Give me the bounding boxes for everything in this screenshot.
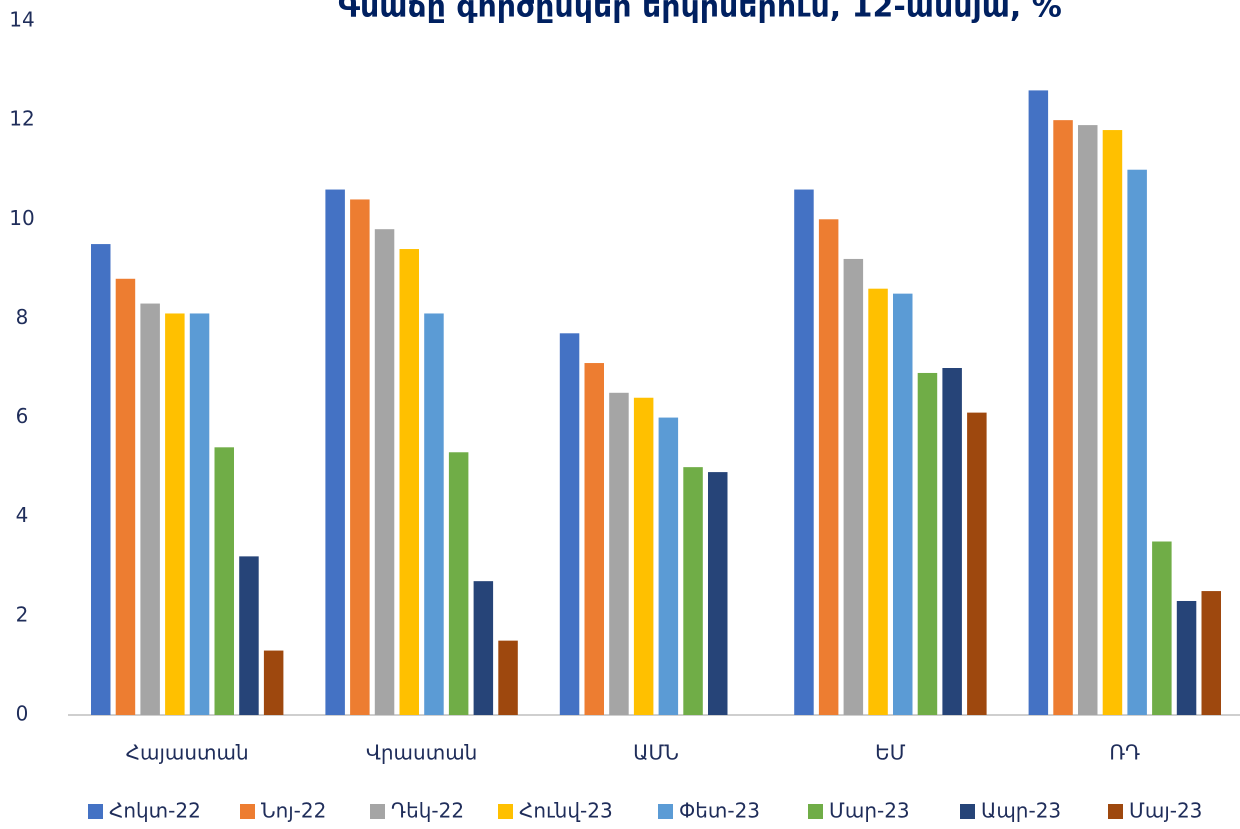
bar: [1201, 591, 1221, 715]
bar: [559, 333, 580, 715]
legend-swatch: [88, 804, 103, 819]
bar: [1152, 541, 1172, 715]
x-tick-label: ԵՄ: [875, 741, 906, 765]
legend-label: Հոկտ-22: [109, 799, 201, 823]
bar: [424, 313, 444, 715]
bar: [374, 229, 395, 715]
bar: [325, 189, 345, 716]
y-tick-label: 8: [16, 305, 29, 329]
bar: [399, 249, 419, 715]
y-tick-label: 12: [9, 107, 34, 131]
legend-swatch: [960, 804, 975, 819]
bar: [189, 313, 210, 715]
bar: [609, 392, 629, 715]
y-tick-label: 2: [16, 602, 29, 626]
x-tick-label: ԱՄՆ: [633, 741, 679, 765]
bar: [917, 372, 938, 715]
bar: [91, 244, 111, 716]
bar: [165, 313, 185, 715]
legend-swatch: [240, 804, 255, 819]
y-tick-label: 10: [9, 206, 34, 230]
bar: [263, 650, 284, 715]
legend-swatch: [370, 804, 385, 819]
bar: [498, 640, 518, 715]
x-tick-label: ՌԴ: [1109, 741, 1140, 765]
legend-label: Մայ-23: [1129, 799, 1202, 823]
bar: [893, 293, 913, 715]
bar: [967, 412, 987, 715]
bar: [818, 219, 839, 716]
legend-label: Մար-23: [829, 799, 910, 823]
bar: [584, 363, 604, 715]
bar: [448, 452, 469, 715]
legend-label: Փետ-23: [679, 799, 760, 823]
bar: [239, 556, 259, 715]
y-tick-label: 14: [9, 8, 34, 32]
legend-swatch: [658, 804, 673, 819]
bar: [1102, 130, 1123, 716]
legend-swatch: [808, 804, 823, 819]
legend-swatch: [498, 804, 513, 819]
x-tick-label: Հայաստան: [126, 741, 249, 765]
bar: [1028, 90, 1049, 715]
legend-label: Դեկ-22: [391, 799, 464, 823]
bar: [942, 368, 962, 715]
y-tick-label: 0: [16, 702, 29, 726]
bar: [843, 258, 864, 715]
bar: [708, 472, 728, 715]
legend-label: Նոյ-22: [261, 799, 326, 823]
bar: [1127, 169, 1147, 715]
bar: [658, 417, 679, 715]
bar: [140, 303, 160, 715]
bar: [350, 199, 370, 715]
legend-swatch: [1108, 804, 1123, 819]
bar: [633, 397, 654, 715]
bar: [1053, 120, 1073, 715]
chart-title: Գնաճը գործընկեր երկրներում, 12-ամսյա, %: [338, 0, 1062, 25]
bar: [115, 278, 136, 715]
bar: [473, 581, 494, 715]
bar: [214, 447, 234, 715]
y-tick-label: 6: [16, 404, 29, 428]
x-tick-label: Վրաստան: [366, 741, 478, 765]
bar: [1078, 125, 1098, 716]
bar: [868, 288, 888, 715]
y-tick-label: 4: [16, 503, 29, 527]
legend-label: Հունվ-23: [519, 799, 613, 823]
bar: [683, 467, 703, 715]
legend-label: Ապր-23: [981, 799, 1061, 823]
bar: [794, 189, 814, 716]
bar: [1176, 600, 1197, 715]
